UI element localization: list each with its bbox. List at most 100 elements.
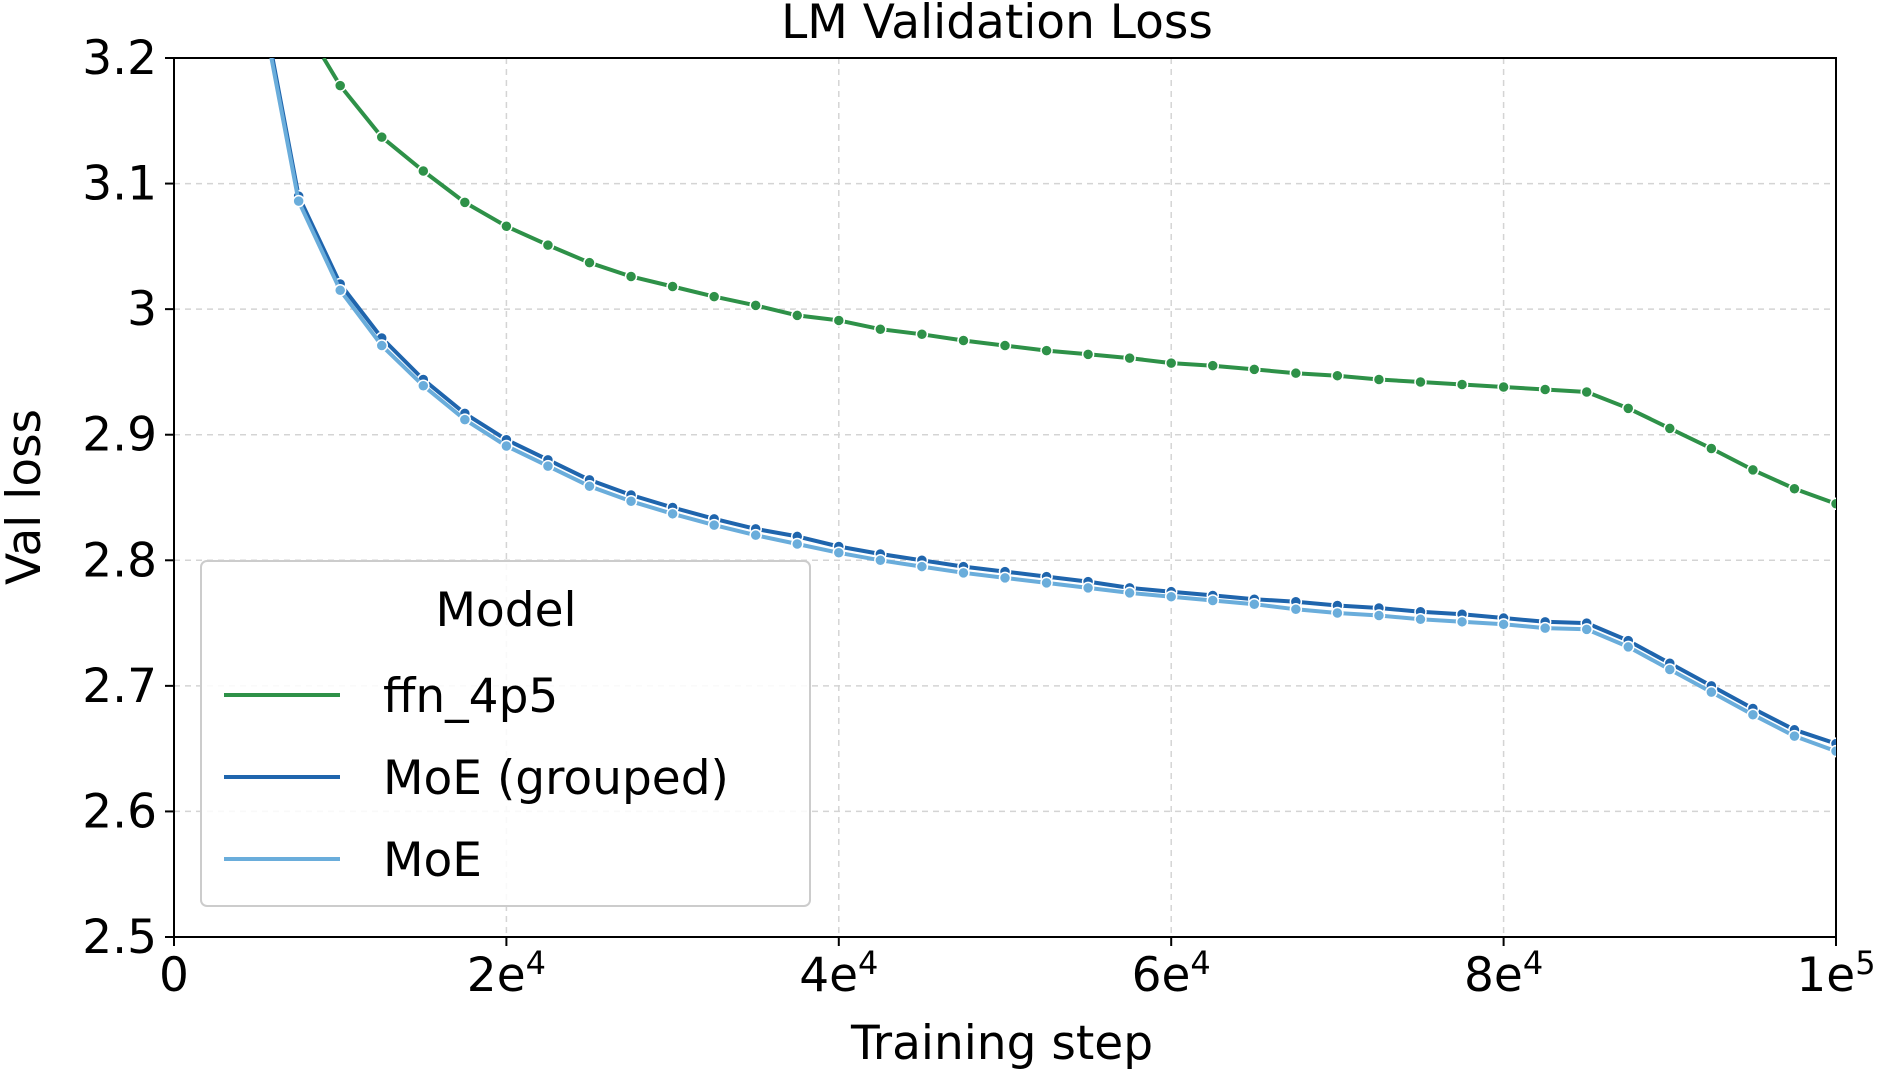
data-point [1414, 613, 1427, 626]
data-point [1123, 586, 1136, 600]
legend-label: MoE [383, 833, 482, 888]
data-point [1372, 373, 1386, 386]
data-point [1538, 621, 1552, 635]
x-tick-label: 0 [159, 948, 189, 1003]
data-point [1829, 497, 1836, 511]
data-point [1372, 609, 1386, 622]
data-point [1040, 344, 1053, 357]
legend-label: MoE (grouped) [383, 751, 729, 806]
data-point [624, 495, 638, 508]
data-point [1289, 603, 1303, 616]
series-moe [269, 58, 1836, 758]
data-point [1206, 359, 1219, 372]
data-point [874, 554, 887, 567]
plot-area [173, 57, 1837, 938]
data-point [375, 130, 388, 144]
data-point [957, 334, 970, 347]
y-tick-label: 3.2 [82, 31, 157, 86]
data-point [1414, 375, 1427, 389]
data-point [1164, 356, 1178, 370]
data-point [1788, 729, 1801, 743]
data-point [292, 194, 305, 208]
data-point [417, 164, 430, 178]
data-point [874, 322, 887, 336]
data-point [1788, 482, 1801, 495]
data-point [1497, 380, 1510, 394]
data-point [1081, 581, 1095, 595]
y-tick-label: 2.5 [82, 910, 157, 965]
data-point [666, 280, 679, 293]
data-point [1248, 597, 1261, 611]
series-ffn-4p5 [321, 58, 1836, 511]
data-point [1663, 422, 1677, 435]
data-point [832, 546, 846, 560]
x-tick-label: 6e4 [1132, 944, 1211, 1003]
data-point [583, 479, 596, 493]
legend-box [200, 560, 811, 907]
series-lines [269, 58, 1836, 758]
legend-title: Model [435, 583, 576, 638]
data-point [417, 379, 430, 392]
x-tick-label: 2e4 [467, 944, 546, 1003]
data-point [458, 413, 472, 426]
y-tick-label: 2.8 [82, 533, 157, 588]
data-point [1622, 402, 1635, 415]
data-point [1746, 463, 1760, 477]
data-point [998, 571, 1012, 585]
data-point [915, 328, 929, 341]
data-point [1123, 351, 1136, 365]
data-point [1331, 369, 1344, 382]
data-point [1829, 744, 1836, 758]
x-axis: 0 2e4 4e4 6e4 8e4 1e5 [159, 937, 1876, 1003]
data-point [957, 566, 970, 580]
data-point [541, 459, 555, 473]
data-point [1248, 363, 1261, 376]
data-point [1705, 442, 1718, 455]
data-point [1081, 348, 1095, 361]
data-point [1331, 606, 1344, 620]
legend: Model ffn_4p5 MoE (grouped) MoE [200, 560, 811, 907]
y-tick-label: 2.7 [82, 659, 157, 714]
data-point [500, 439, 513, 453]
data-point [915, 560, 929, 573]
data-point [333, 79, 347, 92]
data-point [1497, 618, 1510, 631]
data-point [749, 299, 762, 312]
y-axis: 2.5 2.6 2.7 2.8 2.9 3 3.1 3.2 [82, 31, 174, 965]
data-point [333, 284, 347, 297]
x-tick-label: 4e4 [799, 944, 878, 1003]
y-axis-label: Val loss [0, 409, 52, 585]
data-point [791, 537, 804, 551]
data-point [1580, 385, 1593, 399]
data-point [1705, 685, 1718, 699]
data-point [1746, 708, 1760, 721]
data-point [1622, 640, 1635, 654]
data-point [1455, 615, 1469, 629]
data-point [458, 196, 472, 209]
y-tick-label: 2.6 [82, 784, 157, 839]
data-point [583, 256, 596, 269]
chart-title: LM Validation Loss [781, 0, 1213, 50]
data-point [1164, 590, 1178, 603]
y-tick-label: 3 [127, 282, 157, 337]
legend-label: ffn_4p5 [383, 669, 558, 724]
data-point [791, 309, 804, 322]
data-point [541, 238, 555, 252]
plot-frame [173, 57, 1837, 938]
y-tick-label: 3.1 [82, 157, 157, 212]
data-point [749, 528, 762, 542]
data-point [624, 270, 638, 283]
data-point [707, 290, 721, 303]
series-line [321, 58, 1836, 506]
data-point [832, 314, 846, 327]
data-point [707, 518, 721, 532]
data-point [1538, 383, 1552, 396]
data-point [1455, 378, 1469, 391]
y-tick-label: 2.9 [82, 408, 157, 463]
x-tick-label: 1e5 [1796, 944, 1875, 1003]
x-axis-label: Training step [850, 1016, 1153, 1070]
data-point [375, 339, 388, 352]
data-point [666, 507, 679, 521]
data-point [1663, 663, 1677, 676]
